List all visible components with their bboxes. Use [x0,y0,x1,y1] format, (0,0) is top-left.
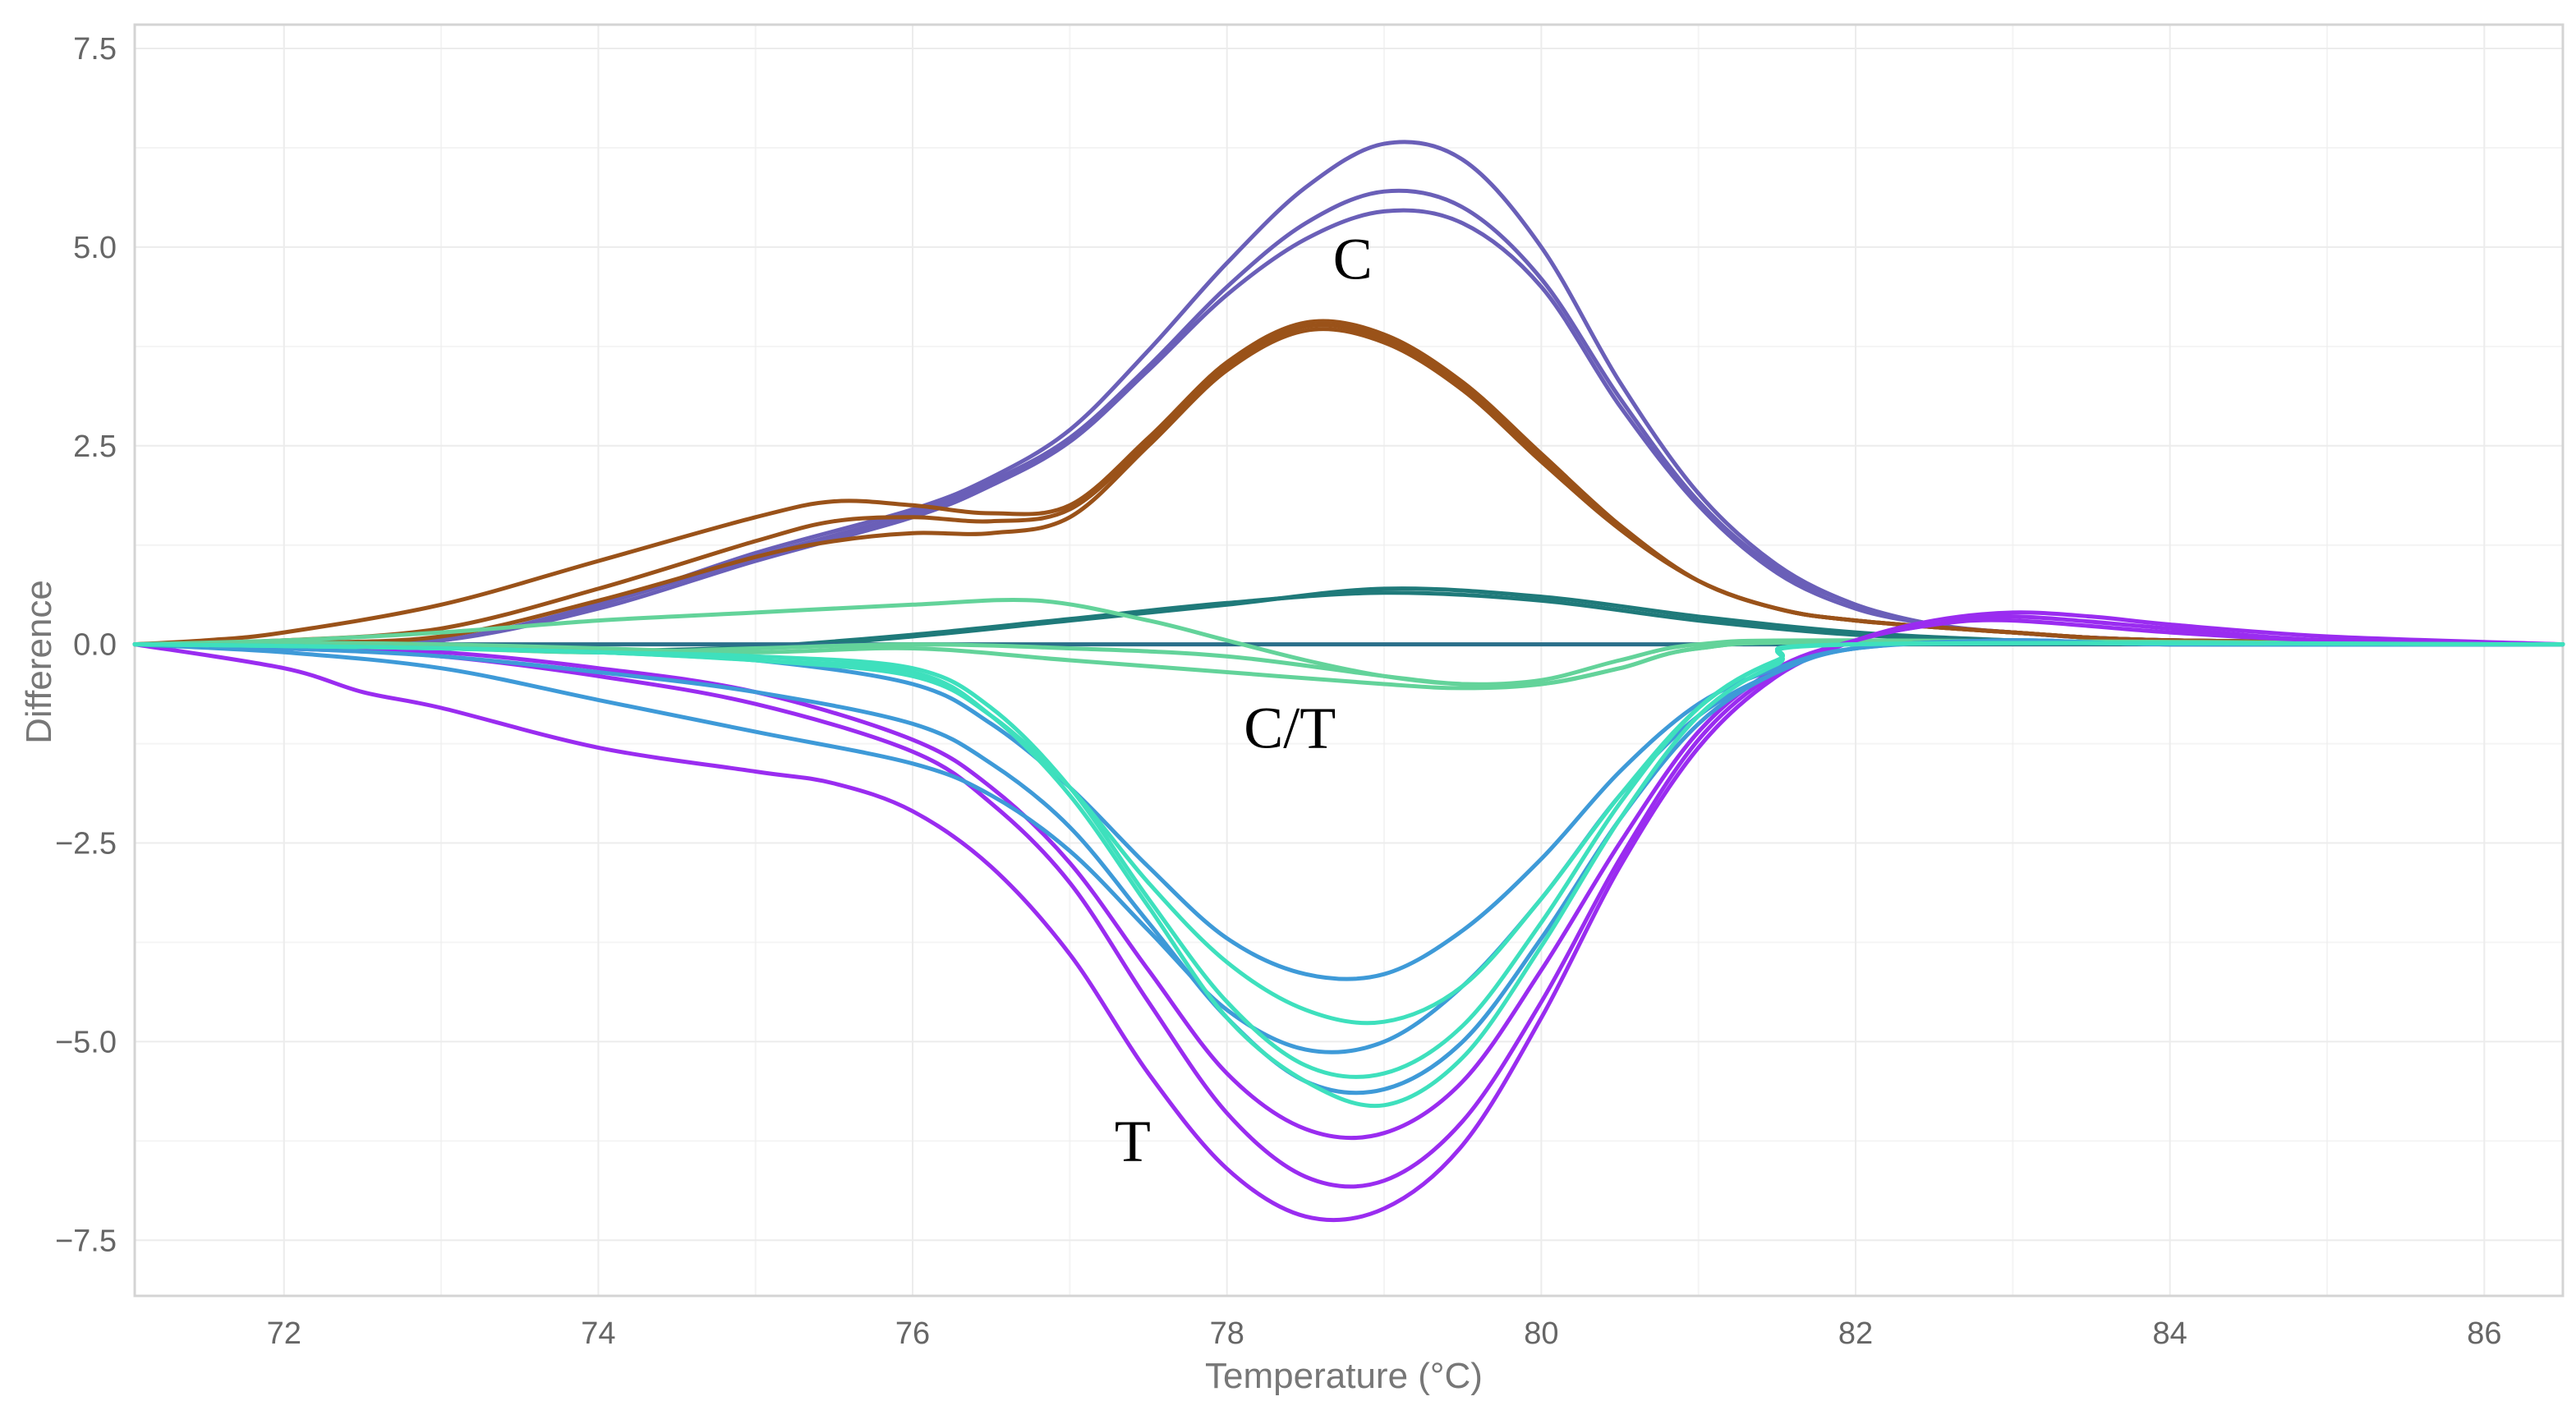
y-tick-label: −5.0 [55,1025,117,1059]
x-axis-ticks: 72 74 76 78 80 82 84 86 [267,1316,2502,1351]
annotation-t: T [1115,1109,1151,1174]
series-line-t-2 [132,614,2565,1189]
x-tick-label: 76 [895,1316,930,1351]
series-lines [132,140,2565,1223]
annotation-c-t: C/T [1244,695,1336,760]
x-tick-label: 86 [2467,1316,2501,1351]
annotation-c: C [1333,227,1373,292]
series-line-c-6 [132,327,2565,647]
series-line-t-3 [132,618,2565,1141]
y-tick-label: −7.5 [55,1224,117,1258]
y-axis-title: Difference [19,580,59,744]
y-tick-label: 5.0 [73,231,117,265]
series-line-t-5 [132,638,2565,1096]
x-axis-title: Temperature (°C) [1205,1356,1483,1396]
series-line-c-t-4 [132,597,2565,687]
x-tick-label: 82 [1838,1316,1873,1351]
y-tick-label: 2.5 [73,429,117,464]
x-tick-label: 72 [267,1316,301,1351]
series-line-c-1 [132,140,2565,647]
series-line-c-t-6 [132,640,2565,691]
x-tick-label: 80 [1524,1316,1558,1351]
plot-frame [133,23,2564,1298]
x-tick-label: 74 [581,1316,615,1351]
series-line-t-6 [132,638,2565,981]
series-line-t-1 [132,610,2565,1223]
x-tick-label: 78 [1210,1316,1244,1351]
series-line-t-4 [132,638,2565,1054]
series-line-t-8 [132,641,2565,1109]
x-tick-label: 84 [2153,1316,2187,1351]
series-line-c-5 [132,323,2565,647]
annotations: C C/T T [1115,227,1373,1174]
series-line-t-9 [132,641,2565,1026]
y-tick-label: −2.5 [55,827,117,861]
series-line-c-4 [132,319,2565,647]
y-tick-label: 0.0 [73,628,117,663]
y-axis-ticks: 7.5 5.0 2.5 0.0 −2.5 −5.0 −7.5 [55,32,117,1258]
y-tick-label: 7.5 [73,32,117,67]
series-line-t-7 [132,641,2565,1079]
